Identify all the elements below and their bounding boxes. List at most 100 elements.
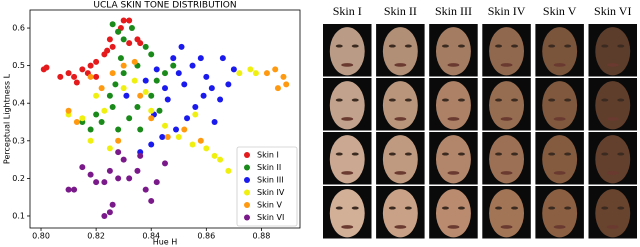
column-header: Skin V	[543, 4, 577, 18]
point	[197, 55, 204, 62]
point	[181, 81, 188, 88]
point	[164, 134, 171, 141]
mouth	[606, 63, 619, 67]
point	[106, 209, 113, 216]
point	[217, 156, 224, 163]
y-tick-label: 0.6	[12, 24, 25, 33]
y-tick-label: 0.1	[12, 211, 25, 220]
point	[156, 107, 163, 114]
point	[101, 107, 108, 114]
point	[134, 103, 141, 110]
point	[131, 58, 138, 65]
point	[211, 119, 218, 126]
legend-label: Skin III	[257, 176, 284, 185]
mouth	[341, 63, 354, 67]
eye	[617, 44, 625, 48]
point	[184, 115, 191, 122]
point	[106, 167, 113, 174]
eye	[617, 152, 625, 156]
point	[65, 186, 72, 193]
point	[120, 70, 127, 77]
mouth	[447, 117, 460, 121]
mouth	[447, 171, 460, 175]
legend-label: Skin VI	[257, 213, 284, 222]
point	[148, 92, 155, 99]
eye	[388, 98, 396, 102]
face	[382, 189, 418, 238]
eye	[457, 44, 465, 48]
point	[65, 70, 72, 77]
legend-marker	[244, 152, 250, 158]
point	[225, 167, 232, 174]
point	[142, 43, 149, 50]
eye	[388, 206, 396, 210]
point	[153, 77, 160, 84]
point	[109, 43, 116, 50]
point	[115, 28, 122, 35]
face	[329, 189, 365, 238]
mouth	[553, 117, 566, 121]
point	[142, 77, 149, 84]
point	[87, 126, 94, 133]
point	[134, 167, 141, 174]
point	[162, 70, 168, 77]
legend-marker	[244, 177, 250, 183]
chart-title: UCLA SKIN TONE DISTRIBUTION	[93, 1, 236, 11]
point	[137, 92, 144, 99]
face	[542, 189, 578, 238]
eye	[457, 206, 465, 210]
point	[175, 134, 182, 141]
point	[192, 103, 199, 110]
face	[435, 81, 471, 130]
mouth	[500, 225, 513, 229]
mouth	[447, 225, 460, 229]
point	[123, 92, 130, 99]
point	[126, 115, 133, 122]
point	[120, 156, 127, 163]
eye	[601, 152, 609, 156]
point	[120, 17, 127, 24]
point	[211, 152, 218, 159]
face	[489, 135, 525, 184]
point	[137, 126, 144, 133]
eye	[601, 206, 609, 210]
x-tick-label: 0.84	[142, 232, 160, 241]
eye	[441, 98, 449, 102]
point	[126, 40, 133, 47]
point	[225, 81, 232, 88]
face	[329, 81, 365, 130]
eye	[404, 98, 412, 102]
point	[79, 164, 86, 171]
y-tick-label: 0.4	[12, 99, 25, 108]
point	[93, 58, 100, 65]
eye	[388, 152, 396, 156]
column-header: Skin III	[435, 4, 472, 18]
mouth	[394, 225, 407, 229]
point	[87, 137, 94, 144]
point	[79, 115, 86, 122]
x-tick-label: 0.80	[32, 232, 50, 241]
point	[115, 149, 122, 156]
eye	[617, 98, 625, 102]
eye	[404, 44, 412, 48]
point	[98, 85, 105, 92]
face	[382, 27, 418, 76]
point	[189, 141, 196, 148]
eye	[548, 98, 556, 102]
point	[217, 96, 224, 103]
point	[148, 141, 155, 148]
eye	[457, 98, 465, 102]
point	[79, 66, 86, 73]
eye	[404, 152, 412, 156]
legend-box	[236, 146, 298, 227]
eye	[511, 206, 519, 210]
point	[203, 73, 210, 80]
point	[175, 70, 182, 77]
point	[115, 175, 122, 182]
eye	[511, 44, 519, 48]
legend-marker	[244, 214, 250, 221]
point	[87, 171, 94, 178]
face	[329, 27, 365, 76]
point	[148, 51, 155, 58]
point	[101, 212, 108, 219]
